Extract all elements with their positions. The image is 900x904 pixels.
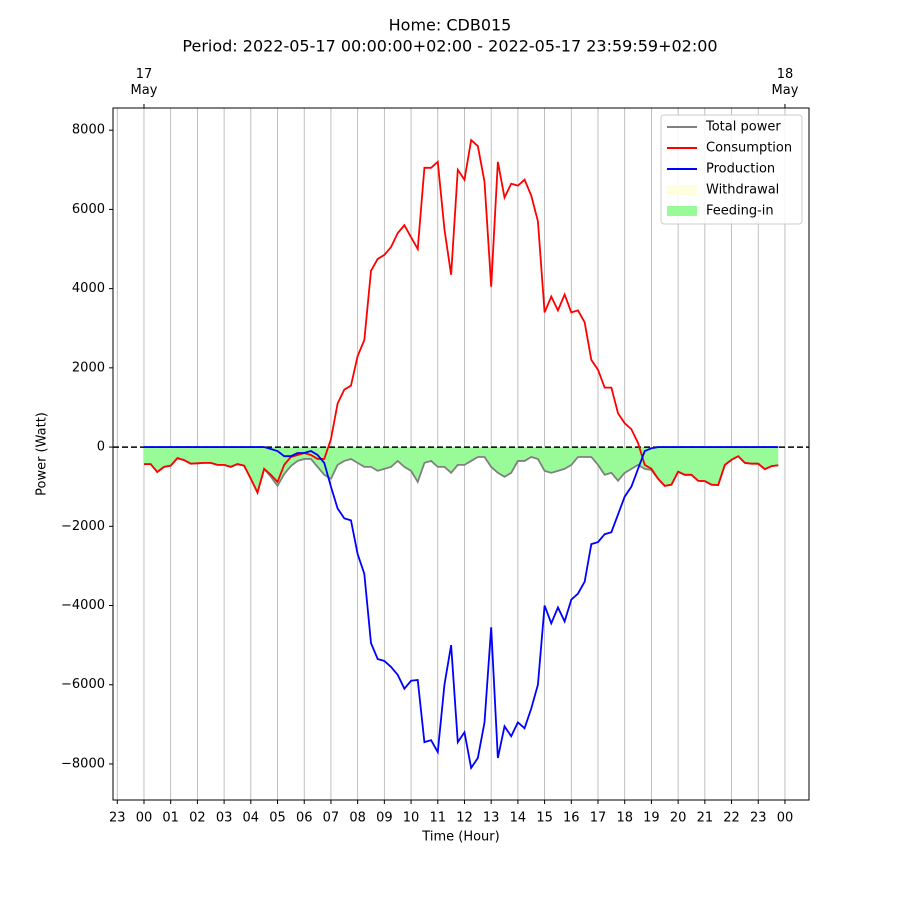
x-tick-label: 00	[136, 811, 153, 826]
top-x-tick-label: 17 May	[131, 67, 158, 98]
feeding-in-area	[143, 447, 779, 493]
x-tick-label: 17	[590, 811, 607, 826]
y-tick-label: 2000	[72, 360, 105, 375]
x-tick-label: 23	[750, 811, 767, 826]
legend-label: Production	[706, 162, 775, 177]
x-axis-label: Time (Hour)	[421, 830, 499, 845]
y-tick-label: 4000	[72, 281, 105, 296]
x-tick-label: 07	[323, 811, 340, 826]
x-tick-label: 13	[483, 811, 500, 826]
x-tick-label: 04	[243, 811, 260, 826]
x-tick-label: 22	[723, 811, 740, 826]
legend-swatch	[667, 206, 697, 216]
y-tick-label: −8000	[61, 756, 105, 771]
x-tick-label: 11	[429, 811, 446, 826]
legend-box	[660, 114, 803, 225]
x-tick-label: 01	[162, 811, 179, 826]
x-tick-label: 15	[536, 811, 553, 826]
x-tick-label: 14	[510, 811, 527, 826]
legend-swatch	[667, 185, 697, 195]
x-tick-label: 12	[456, 811, 473, 826]
x-tick-label: 19	[643, 811, 660, 826]
top-x-tick-label: 18 May	[772, 67, 799, 98]
plot-frame	[112, 107, 810, 801]
x-tick-label: 06	[296, 811, 313, 826]
series-line	[143, 138, 779, 496]
series-line	[143, 446, 779, 771]
x-tick-label: 23	[109, 811, 126, 826]
x-tick-label: 03	[216, 811, 233, 826]
x-tick-label: 09	[376, 811, 393, 826]
chart-subtitle: Period: 2022-05-17 00:00:00+02:00 - 2022…	[182, 37, 717, 56]
legend-label: Consumption	[706, 141, 792, 156]
y-axis-label: Power (Watt)	[35, 412, 50, 496]
y-tick-label: −2000	[61, 519, 105, 534]
y-tick-label: −4000	[61, 598, 105, 613]
x-tick-label: 16	[563, 811, 580, 826]
legend-label: Withdrawal	[706, 183, 779, 198]
x-tick-label: 08	[349, 811, 366, 826]
x-tick-label: 10	[403, 811, 420, 826]
legend-label: Total power	[705, 120, 781, 135]
x-tick-label: 21	[697, 811, 714, 826]
y-tick-label: 0	[97, 440, 105, 455]
x-tick-label: 00	[777, 811, 794, 826]
legend-label: Feeding-in	[706, 204, 774, 219]
x-tick-label: 05	[269, 811, 286, 826]
y-tick-label: 6000	[72, 202, 105, 217]
x-tick-label: 18	[616, 811, 633, 826]
y-tick-label: −6000	[61, 677, 105, 692]
x-tick-label: 20	[670, 811, 687, 826]
y-tick-label: 8000	[72, 123, 105, 138]
chart-title: Home: CDB015	[389, 16, 512, 35]
x-tick-label: 02	[189, 811, 206, 826]
